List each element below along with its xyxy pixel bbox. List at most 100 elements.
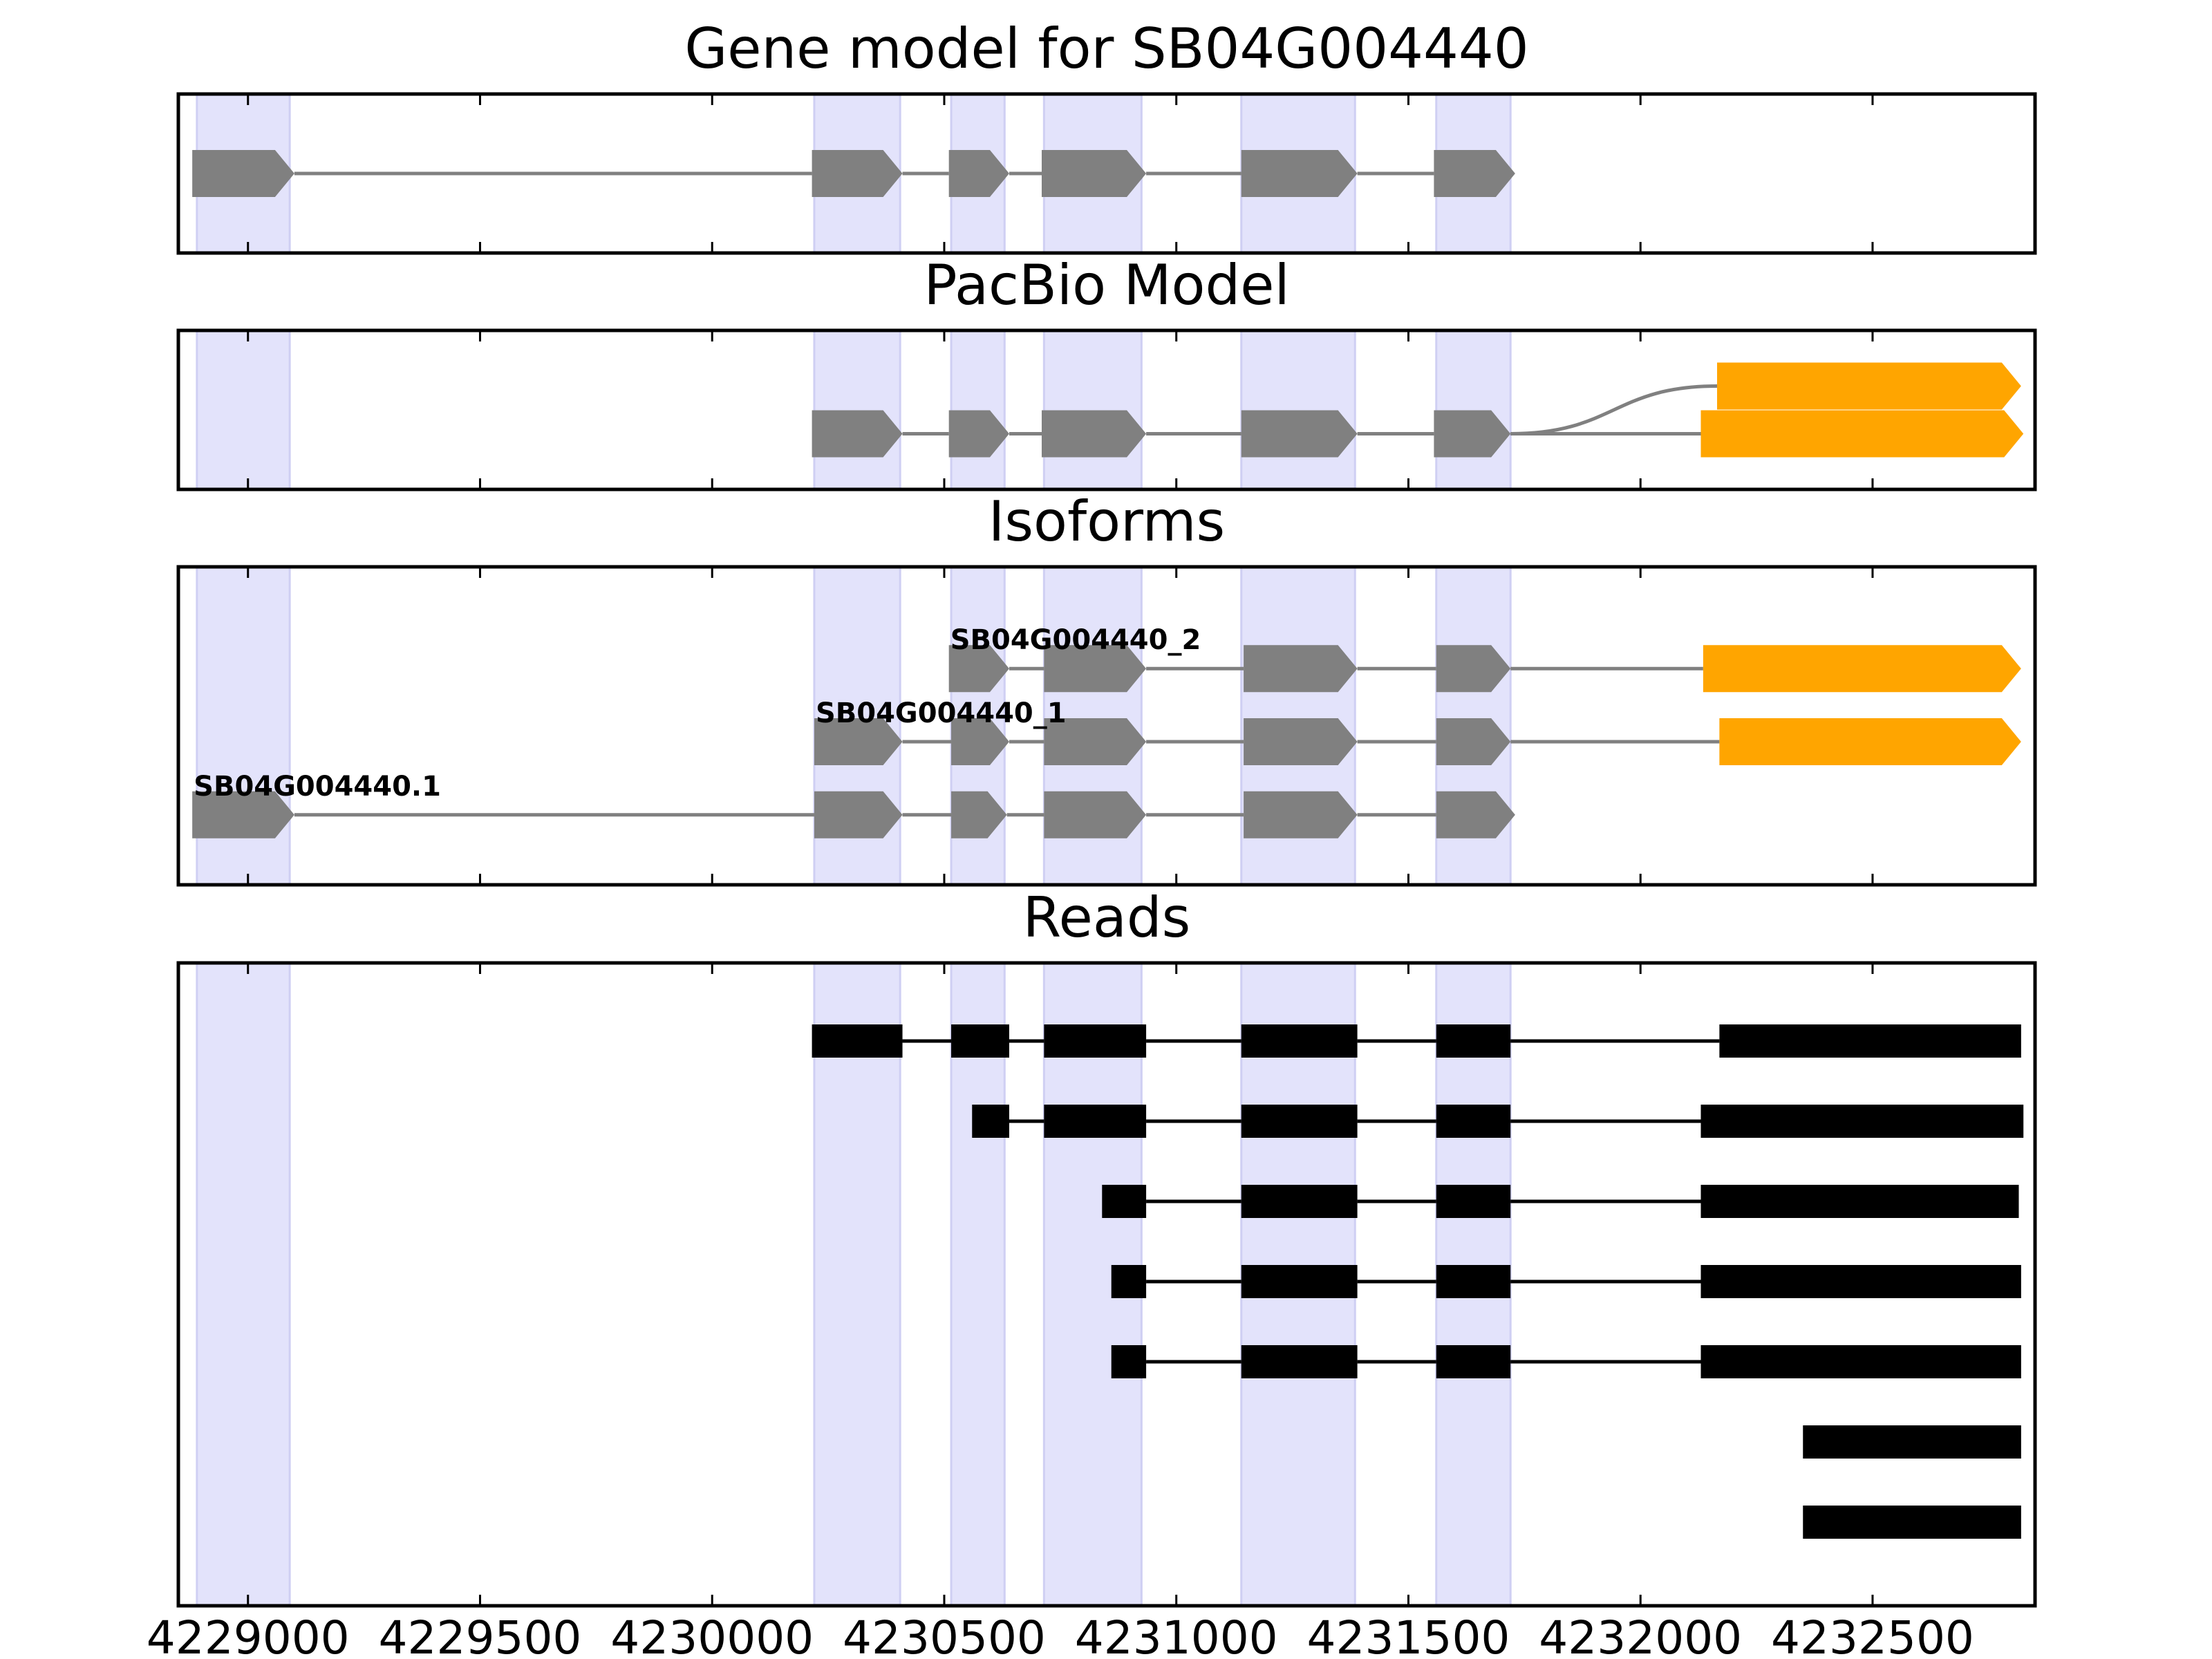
panel-title: PacBio Model [924, 253, 1289, 317]
panel-title: Isoforms [988, 489, 1225, 554]
splice-connector [1510, 384, 1718, 435]
read-block [1700, 1105, 2024, 1138]
read-block [1111, 1345, 1147, 1378]
exon-arrow [1434, 410, 1511, 458]
exon-arrow [1044, 645, 1147, 693]
exon-arrow [948, 410, 1009, 458]
exon-arrow [1717, 362, 2021, 410]
x-tick-label: 4230000 [610, 1611, 814, 1659]
x-axis-tick-labels: 4229000 4229500 4230000 4230500 4231000 42315… [147, 1611, 1974, 1659]
read-block [1241, 1105, 1358, 1138]
x-tick-label: 4231500 [1306, 1611, 1510, 1659]
panel-frame [176, 961, 2037, 1608]
read-block [1803, 1425, 2021, 1459]
panel-frame [176, 92, 2037, 255]
gene-track-1 [192, 150, 1515, 197]
exon-arrow [1044, 791, 1147, 838]
read-block [1719, 1024, 2021, 1058]
gene-track-1 [1717, 362, 2021, 410]
exon-arrow [1244, 791, 1358, 838]
exon-arrow [1244, 645, 1358, 693]
panel-frame [176, 565, 2037, 887]
x-tick-label: 4232500 [1771, 1611, 1974, 1659]
read-1 [812, 1024, 2021, 1058]
read-block [1436, 1024, 1511, 1058]
isoform-label: SB04G004440_1 [816, 697, 1067, 729]
read-block [1241, 1345, 1358, 1378]
panel-1: Gene model for SB04G004440 [176, 17, 2037, 255]
exon-arrow [192, 791, 294, 838]
read-7 [1803, 1506, 2021, 1539]
read-block [1241, 1024, 1358, 1058]
exon-arrow [192, 150, 294, 197]
panel-title: Reads [1023, 885, 1191, 950]
read-block [1436, 1265, 1511, 1298]
x-tick-label: 4229000 [147, 1611, 350, 1659]
highlight-region-2 [813, 329, 901, 491]
x-tick-label: 4230500 [843, 1611, 1046, 1659]
exon-arrow [1703, 645, 2021, 693]
panel-4: Reads [176, 885, 2037, 1608]
read-block [1102, 1185, 1147, 1218]
panels: Gene model for SB04G004440 PacBio Model Is… [176, 17, 2037, 1608]
panel-frame [176, 328, 2037, 491]
gene-track-1: SB04G004440_2 [948, 624, 2021, 693]
highlight-region-5 [1240, 329, 1356, 491]
x-tick-label: 4232000 [1539, 1611, 1742, 1659]
highlight-region-1 [196, 329, 291, 491]
exon-arrow [1436, 718, 1511, 765]
read-block [972, 1105, 1009, 1138]
highlight-region-4 [1042, 329, 1143, 491]
exon-arrow [948, 645, 1009, 693]
isoform-label: SB04G004440.1 [194, 771, 441, 803]
highlight-region-1 [196, 962, 291, 1607]
gene-track-3: SB04G004440.1 [192, 771, 1515, 838]
read-block [1241, 1185, 1358, 1218]
exon-arrow [1436, 645, 1511, 693]
read-5 [1111, 1345, 2021, 1378]
read-block [1436, 1345, 1511, 1378]
read-block [1111, 1265, 1147, 1298]
exon-arrow [812, 150, 903, 197]
x-tick-label: 4229500 [378, 1611, 581, 1659]
read-block [951, 1024, 1009, 1058]
gene-track-2: SB04G004440_1 [814, 697, 2021, 765]
read-6 [1803, 1425, 2021, 1459]
exon-arrow [1244, 718, 1358, 765]
exon-arrow [1044, 718, 1147, 765]
exon-arrow [948, 150, 1009, 197]
panel-3: Isoforms SB04G004440_2 SB04G004440_1 SB04G0… [176, 489, 2037, 887]
exon-arrow [1241, 150, 1358, 197]
exon-arrow [814, 791, 903, 838]
exon-arrow [1700, 410, 2024, 458]
read-block [1700, 1345, 2021, 1378]
read-block [1803, 1506, 2021, 1539]
read-block [812, 1024, 903, 1058]
read-block [1241, 1265, 1358, 1298]
exon-arrow [951, 718, 1009, 765]
read-block [1436, 1105, 1511, 1138]
panel-title: Gene model for SB04G004440 [684, 17, 1528, 81]
read-block [1044, 1105, 1147, 1138]
exon-arrow [1436, 791, 1515, 838]
gene-track-2 [812, 410, 2024, 458]
exon-arrow [1241, 410, 1358, 458]
read-block [1044, 1024, 1147, 1058]
exon-arrow [1434, 150, 1515, 197]
read-2 [972, 1105, 2024, 1138]
read-4 [1111, 1265, 2021, 1298]
x-tick-label: 4231000 [1075, 1611, 1278, 1659]
exon-arrow [1719, 718, 2021, 765]
read-block [1700, 1265, 2021, 1298]
read-block [1700, 1185, 2019, 1218]
exon-arrow [812, 410, 903, 458]
highlight-region-3 [950, 329, 1006, 491]
exon-arrow [1041, 150, 1147, 197]
panel-2: PacBio Model [176, 253, 2037, 491]
exon-arrow [1041, 410, 1147, 458]
read-3 [1102, 1185, 2019, 1218]
highlight-region-2 [813, 962, 901, 1607]
exon-arrow [951, 791, 1007, 838]
isoform-label: SB04G004440_2 [950, 624, 1201, 656]
